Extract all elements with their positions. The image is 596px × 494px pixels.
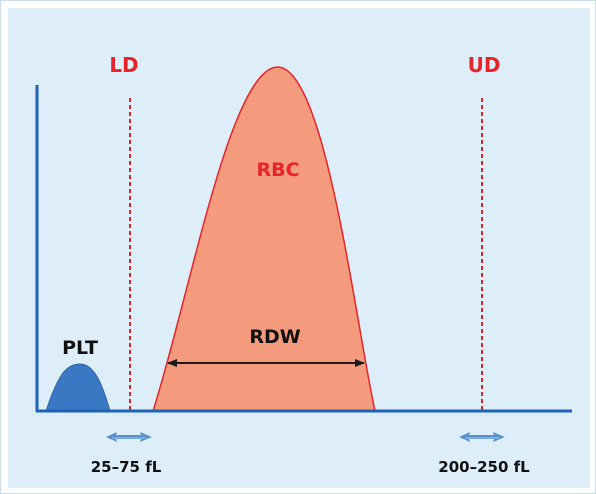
rbc-curve — [151, 66, 376, 412]
ud-label: UD — [468, 53, 501, 77]
plt-curve — [45, 363, 111, 412]
low-range-label: 25–75 fL — [91, 458, 162, 476]
rdw-label: RDW — [249, 326, 300, 348]
plt-label: PLT — [62, 337, 98, 359]
low-range-arrow — [106, 432, 152, 442]
rbc-label: RBC — [256, 159, 299, 181]
ld-label: LD — [109, 53, 138, 77]
high-range-arrow — [459, 432, 505, 442]
high-range-label: 200–250 fL — [438, 458, 530, 476]
